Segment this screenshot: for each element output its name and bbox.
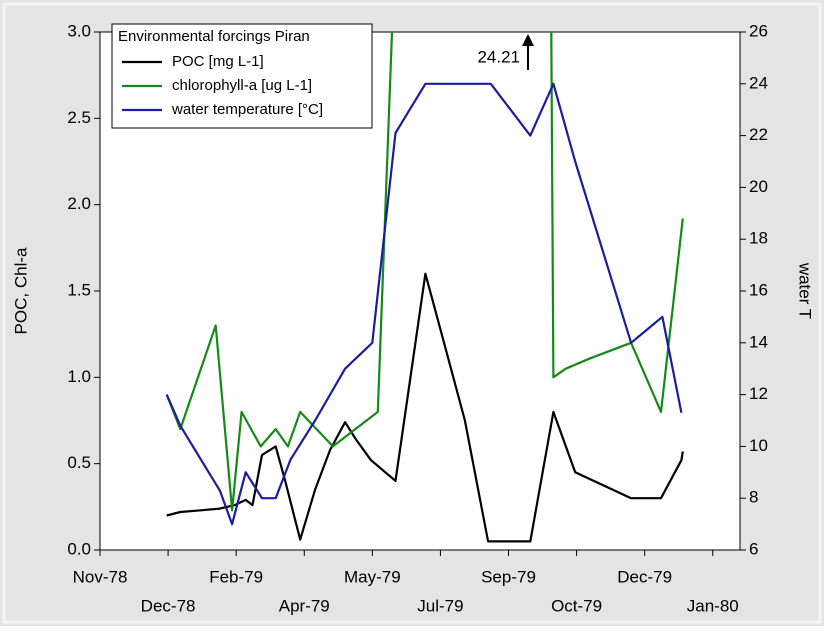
x-tick-label: Apr-79 xyxy=(279,596,330,615)
y-tick-label: 1.5 xyxy=(67,280,91,299)
y2-tick-label: 22 xyxy=(749,125,768,144)
x-tick-label: May-79 xyxy=(344,567,401,586)
series-line xyxy=(165,32,684,512)
y2-tick-label: 18 xyxy=(749,229,768,248)
plot-lines xyxy=(165,32,684,543)
x-tick-label: Nov-78 xyxy=(73,567,128,586)
y-tick-label: 2.0 xyxy=(67,194,91,213)
annotation-arrowhead xyxy=(522,34,534,46)
annotation: 24.21 xyxy=(477,34,534,70)
y2-tick-label: 12 xyxy=(749,384,768,403)
annotation-text: 24.21 xyxy=(477,47,520,66)
x-tick-label: Jan-80 xyxy=(687,596,739,615)
y2-axis-label: water T xyxy=(796,262,815,319)
axes: 0.0 0.5 1.0 1.5 2.0 2.5 3.0 6 8 10 12 14 16 18 20 22 24 2… xyxy=(67,21,768,615)
series-line xyxy=(166,272,684,543)
y2-tick-label: 16 xyxy=(749,280,768,299)
y-tick-label: 0.5 xyxy=(67,453,91,472)
legend-label: chlorophyll-a [ug L-1] xyxy=(172,77,312,94)
x-tick-label: Sep-79 xyxy=(481,567,536,586)
y2-tick-label: 8 xyxy=(749,488,758,507)
legend: Environmental forcings Piran POC [mg L-1… xyxy=(111,23,373,129)
y-tick-label: 0.0 xyxy=(67,539,91,558)
y2-tick-label: 20 xyxy=(749,177,768,196)
series-line xyxy=(165,82,683,526)
y-tick-label: 2.5 xyxy=(67,108,91,127)
legend-title: Environmental forcings Piran xyxy=(118,28,310,45)
y2-tick-label: 10 xyxy=(749,436,768,455)
x-tick-label: Jul-79 xyxy=(417,596,463,615)
y2-tick-label: 6 xyxy=(749,539,758,558)
x-tick-label: Feb-79 xyxy=(209,567,263,586)
y-axis-label: POC, Chl-a xyxy=(11,247,30,334)
legend-label: water temperature [°C] xyxy=(171,101,323,118)
y-tick-label: 3.0 xyxy=(67,21,91,40)
x-tick-label: Dec-78 xyxy=(141,596,196,615)
y2-tick-label: 14 xyxy=(749,332,768,351)
legend-label: POC [mg L-1] xyxy=(172,53,264,70)
y2-tick-label: 26 xyxy=(749,21,768,40)
x-tick-label: Oct-79 xyxy=(551,596,602,615)
y-tick-label: 1.0 xyxy=(67,367,91,386)
x-tick-label: Dec-79 xyxy=(617,567,672,586)
y2-tick-label: 24 xyxy=(749,73,768,92)
